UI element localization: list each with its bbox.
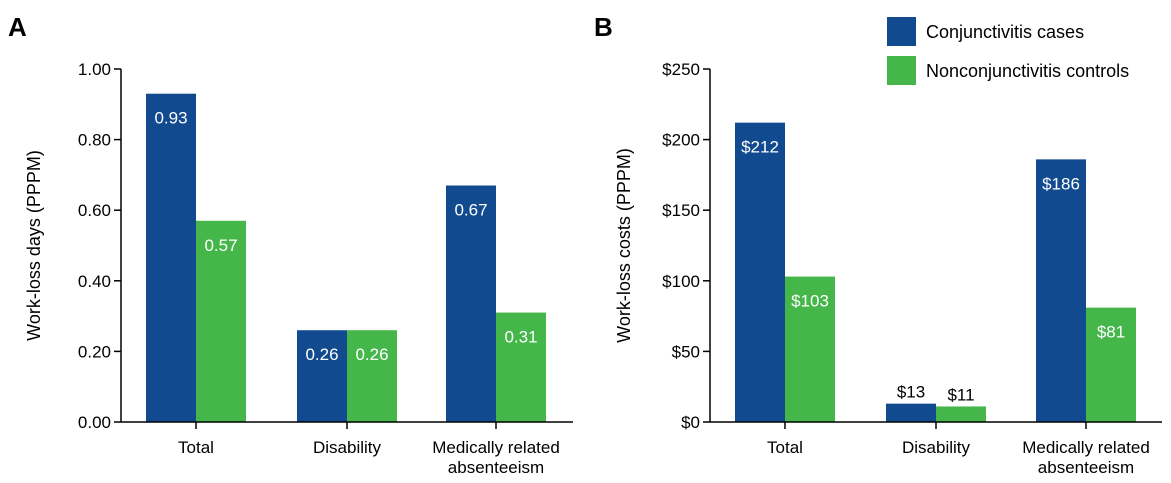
panel-b-bar-value-label: $13: [897, 383, 925, 402]
legend-label-cases: Conjunctivitis cases: [926, 22, 1084, 42]
panel-b-y-tick-label: $50: [672, 342, 700, 361]
panel-a-bar-cases: [297, 330, 347, 422]
panel-a-y-tick-label: 0.20: [78, 342, 111, 361]
panel-letter-b: B: [594, 12, 613, 42]
panel-a-bar-value-label: 0.57: [204, 236, 237, 255]
panel-b-category-label: Medically related absenteeism: [1022, 438, 1150, 477]
panel-b-y-tick-label: $100: [662, 272, 700, 291]
panel-a-y-tick-label: 0.40: [78, 272, 111, 291]
panel-b-bar-controls: [785, 276, 835, 422]
panel-b-bar-cases: [886, 403, 936, 422]
panel-b-bar-controls: [936, 406, 986, 422]
panel-b-category-label: Disability: [902, 438, 971, 457]
panel-b-y-tick-label: $200: [662, 131, 700, 150]
panel-b-category-label: Total: [767, 438, 803, 457]
panel-a-bar-value-label: 0.93: [154, 109, 187, 128]
panel-b-y-tick-label: $150: [662, 201, 700, 220]
panel-a-bar-controls: [496, 312, 546, 422]
panel-a-chart: 0.00 0.20 0.40 0.60 0.80 1.00 0.93 0.26 0.67 0.57…: [24, 60, 573, 477]
panel-b-y-axis-title: Work-loss costs (PPPM): [614, 148, 634, 343]
panel-a-bar-value-label: 0.31: [504, 328, 537, 347]
panel-b-bar-value-label: $81: [1097, 323, 1125, 342]
panel-b-bar-value-label: $103: [791, 292, 829, 311]
panel-b-bar-cases: [1036, 159, 1086, 423]
legend-swatch-cases: [887, 17, 916, 46]
panel-a-y-tick-label: 0.80: [78, 131, 111, 150]
panel-a-y-tick-label: 1.00: [78, 60, 111, 79]
panel-a-y-tick-label: 0.60: [78, 201, 111, 220]
panel-a-bar-controls: [347, 330, 397, 422]
panel-a-bar-value-label: 0.67: [454, 200, 487, 219]
legend-label-controls: Nonconjunctivitis controls: [926, 61, 1129, 81]
panel-a-y-tick-label: 0.00: [78, 413, 111, 432]
legend-swatch-controls: [887, 56, 916, 85]
panel-a-category-label: Medically related absenteeism: [432, 438, 560, 477]
panel-a-bar-value-label: 0.26: [305, 345, 338, 364]
panel-b-y-tick-label: $0: [681, 413, 700, 432]
panel-a-category-label: Disability: [313, 438, 382, 457]
panel-a-bar-value-label: 0.26: [355, 345, 388, 364]
panel-letter-a: A: [8, 12, 27, 42]
panel-b-bar-value-label: $212: [741, 138, 779, 157]
panel-a-y-axis-title: Work-loss days (PPPM): [24, 150, 44, 341]
panel-a-category-label: Total: [178, 438, 214, 457]
legend: Conjunctivitis cases Nonconjunctivitis co…: [887, 17, 1129, 85]
panel-a-bar-cases: [446, 185, 496, 422]
panel-b-bar-value-label: $11: [947, 385, 974, 404]
panel-b-chart: $0 $50 $100 $150 $200 $250 $212 $13 $186 $103 $11 $…: [614, 60, 1162, 477]
panel-a-bar-controls: [196, 220, 246, 422]
panel-b-y-tick-label: $250: [662, 60, 700, 79]
panel-b-bar-controls: [1086, 307, 1136, 422]
panel-b-bar-value-label: $186: [1042, 174, 1080, 193]
panel-b-bar-cases: [735, 122, 785, 422]
panel-a-bar-cases: [146, 93, 196, 423]
